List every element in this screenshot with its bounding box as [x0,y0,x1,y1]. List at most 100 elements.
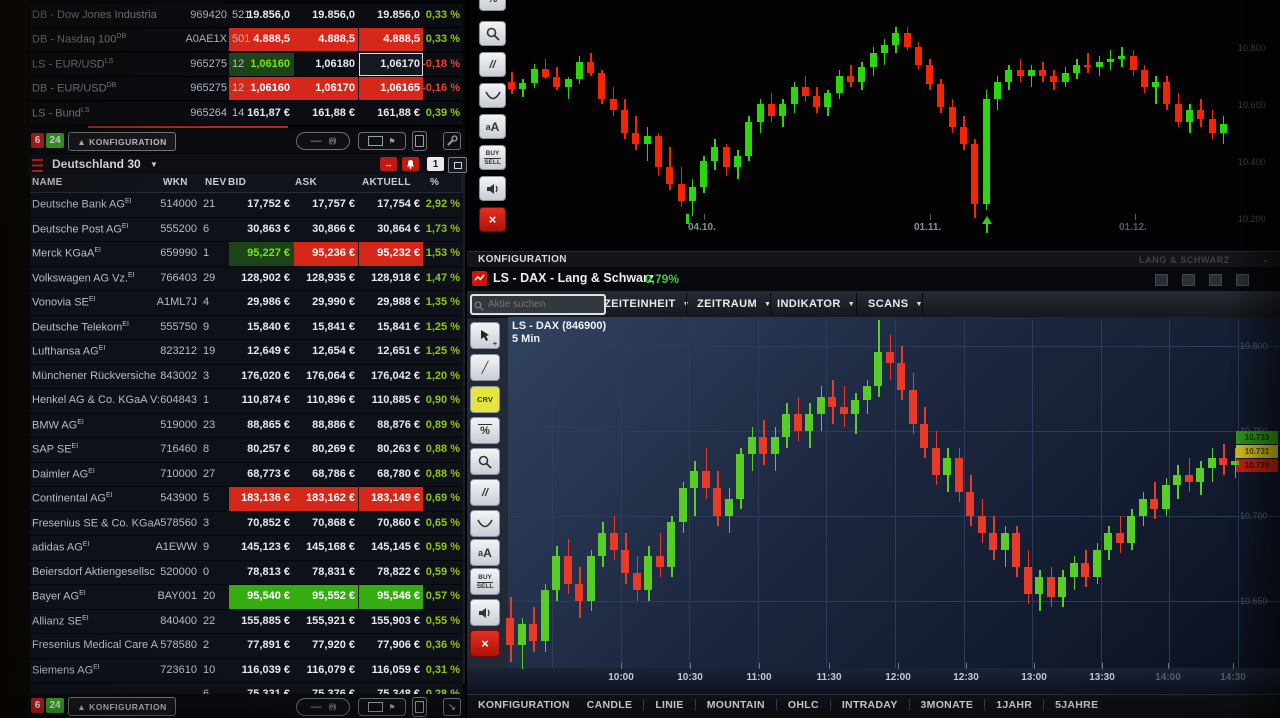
toolbar-item-3monate[interactable]: 3MONATE [920,699,974,711]
cell-name: SAP SEEI [32,443,79,456]
mobile-button[interactable] [412,131,427,151]
curve-icon[interactable] [470,510,500,537]
table-row[interactable]: Lufthansa AGEI 823212 19 12,649 € 12,654 € 12… [30,340,463,365]
candle-body [835,75,843,94]
table-row[interactable]: Continental AGEI 543900 5 183,136 € 183,162 … [30,487,463,512]
table-row[interactable]: Volkswagen AG Vz.EI 766403 29 128,902 € 128,… [30,266,463,291]
sound-icon[interactable] [479,176,506,201]
minimize-broadcast-button[interactable]: — ((•)) [296,698,350,716]
watchlist-row[interactable]: DB - Dow Jones Industria 969420 521 19.856,… [30,4,463,28]
mobile-button[interactable] [412,697,427,717]
toolbar-item-konfiguration[interactable]: KONFIGURATION [478,699,570,711]
table-row[interactable]: Deutsche TelekomEI 555750 9 15,840 € 15,841 … [30,315,463,340]
table-row[interactable]: Deutsche Bank AGEI 514000 21 17,752 € 17,757… [30,193,463,218]
parallel-lines-icon[interactable]: // [470,479,500,506]
percent-icon[interactable]: % [479,0,506,11]
watchlist-row[interactable]: LS - EUR/USDLS 965275 12 1,06160 1,06180 1,06… [30,52,463,77]
column-header[interactable]: NEV [205,177,227,188]
close-icon[interactable]: × [470,630,500,657]
resize-icon[interactable]: ↘ [443,698,461,716]
watchlist-row[interactable]: DB - EUR/USDDB 965275 12 1,06160 1,06170 1,06… [30,77,463,102]
column-header[interactable]: % [430,177,440,188]
percent-icon[interactable]: % [470,417,500,444]
close-icon[interactable]: × [479,207,506,232]
cell-last: 128,918 € [371,271,420,284]
column-header[interactable]: NAME [32,177,63,188]
table-row[interactable]: Merck KGaAEI 659990 1 95,227 € 95,236 € 95,23… [30,242,463,267]
buy-sell-icon[interactable]: BUY SELL [479,145,506,170]
search-input[interactable] [470,294,606,315]
line-icon[interactable]: ╱ [470,354,500,381]
candle-wick [1087,53,1089,74]
watchlist-row[interactable]: DB - Nasdaq 100DB A0AE1X 501 4.888,5 4.888,5… [30,28,463,53]
column-header[interactable]: WKN [163,177,188,188]
toolbar-item-candle[interactable]: CANDLE [586,699,633,711]
cell-nev: 22 [203,614,216,627]
wrench-icon[interactable] [443,132,461,150]
cell-ask: 110,896 € [306,394,355,406]
crv-icon[interactable]: CRV [470,386,500,413]
window-close-icon[interactable] [1236,274,1249,286]
menu-item-zeiteinheit[interactable]: ZEITEINHEIT▼ [604,298,690,310]
cursor-icon[interactable]: + [470,322,500,349]
sound-icon[interactable] [470,599,500,626]
table-row[interactable]: adidas AGEI A1EWW 9 145,123 € 145,168 € 145,1… [30,536,463,561]
cell-wkn: 659990 [160,247,197,259]
column-header[interactable]: AKTUELL [362,177,411,188]
table-row[interactable]: Bayer AGEI BAY001 20 95,540 € 95,552 € 95,546… [30,585,463,610]
watchlist-row[interactable]: LS - BundLS 965264 14 161,87 € 161,88 € 161,8… [30,101,463,126]
candle-body [666,167,674,185]
panel-title-caret-icon[interactable]: ▼ [150,160,158,169]
table-row[interactable]: Fresenius SE & Co. KGaAE578560 3 70,852 € 7… [30,511,463,536]
buy-sell-icon[interactable]: BUY SELL [470,568,500,595]
chart-type-toolbar: KONFIGURATION CANDLE LINIE MOUNTAIN OHLC INTR… [478,699,1098,711]
popout-icon[interactable] [448,157,467,173]
table-row[interactable]: Deutsche Post AGEI 555200 6 30,863 € 30,866 … [30,217,463,242]
cell-name: Fresenius Medical Care A [32,639,158,651]
column-header[interactable]: BID [228,177,247,188]
table-row[interactable]: Allianz SEEI 840400 22 155,885 € 155,921 € 15… [30,609,463,634]
menu-item-scans[interactable]: SCANS ▼ [868,298,923,310]
curve-icon[interactable] [479,83,506,108]
table-row[interactable]: 6 75,331 € 75,376 € 75,348 € 0,28 % [30,683,463,694]
menu-item-indikator[interactable]: INDIKATOR ▼ [777,298,855,310]
window-flag-button[interactable]: ⚑ [358,698,406,716]
window-popout-icon[interactable] [1209,274,1222,286]
cell-name: Daimler AGEI [32,467,95,481]
toolbar-item-5jahre[interactable]: 5JAHRE [1055,699,1099,711]
table-row[interactable]: Siemens AGEI 723610 10 116,039 € 116,079 € 11… [30,658,463,683]
toolbar-item-1jahr[interactable]: 1JAHR [996,699,1033,711]
table-row[interactable]: Beiersdorf Aktiengesellsc 520000 0 78,813 €… [30,560,463,585]
table-row[interactable]: Vonovia SEEI A1ML7J 4 29,986 € 29,990 € 29,98… [30,291,463,316]
link-arrows-icon[interactable]: ↔ [380,157,397,171]
collapse-caret-icon[interactable]: ⌄ [1262,254,1270,264]
toolbar-item-linie[interactable]: LINIE [655,699,684,711]
table-row[interactable]: SAP SEEI 716460 8 80,257 € 80,269 € 80,263 € 0… [30,438,463,463]
minimize-broadcast-button[interactable]: — ((•)) [296,132,350,150]
table-row[interactable]: Daimler AGEI 710000 27 68,773 € 68,786 € 68,7… [30,462,463,487]
parallel-lines-icon[interactable]: // [479,52,506,77]
bell-icon[interactable] [402,157,419,171]
zoom-icon[interactable] [470,448,500,475]
window-number-badge[interactable]: 1 [427,157,444,171]
window-restore-icon[interactable] [1182,274,1195,286]
table-row[interactable]: Fresenius Medical Care A 578580 2 77,891 € 7… [30,634,463,659]
konfiguration-label[interactable]: KONFIGURATION [478,254,567,265]
candle-body [982,98,990,205]
table-row[interactable]: Henkel AG & Co. KGaA V: 604843 1 110,874 € 1… [30,389,463,414]
table-row[interactable]: Münchener Rückversiche 843002 3 176,020 € 17… [30,364,463,389]
toolbar-item-mountain[interactable]: MOUNTAIN [706,699,765,711]
column-header[interactable]: ASK [295,177,318,188]
menu-hamburger-icon[interactable] [32,159,43,172]
menu-item-zeitraum[interactable]: ZEITRAUM ▼ [697,298,771,310]
table-row[interactable]: BMW AGEI 519000 23 88,865 € 88,886 € 88,876 €… [30,413,463,438]
window-flag-button[interactable]: ⚑ [358,132,406,150]
toolbar-item-intraday[interactable]: INTRADAY [841,699,898,711]
toolbar-item-ohlc[interactable]: OHLC [787,699,819,711]
cell-name: Münchener Rückversiche [32,369,157,382]
window-minimize-icon[interactable] [1155,274,1168,286]
zoom-icon[interactable] [479,21,506,46]
axis-tick [759,663,760,669]
